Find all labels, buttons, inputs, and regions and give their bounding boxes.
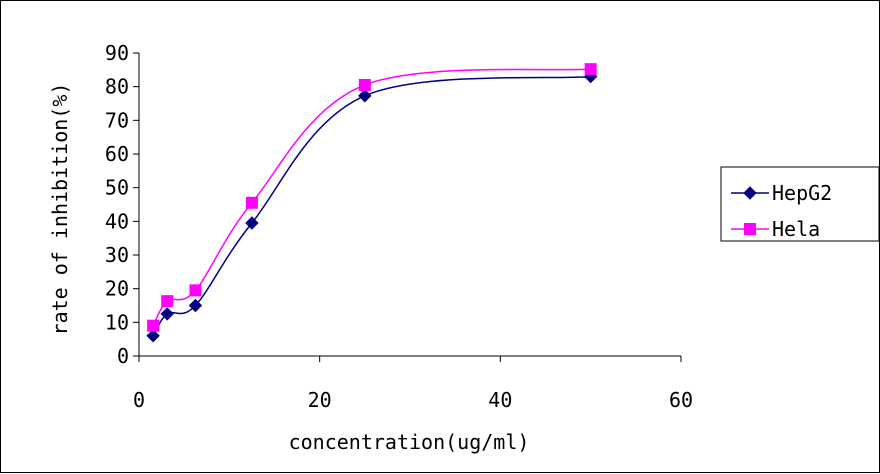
data-point bbox=[148, 320, 159, 331]
series-layer bbox=[147, 64, 597, 342]
axes bbox=[139, 53, 681, 356]
y-tick-label: 70 bbox=[105, 108, 129, 132]
legend-marker bbox=[745, 224, 756, 235]
x-tick-label: 60 bbox=[669, 388, 693, 412]
x-tick-label: 0 bbox=[133, 388, 145, 412]
y-tick-label: 80 bbox=[105, 75, 129, 99]
series-line bbox=[153, 77, 591, 336]
data-point bbox=[162, 296, 173, 307]
y-tick-label: 90 bbox=[105, 41, 129, 65]
data-point bbox=[359, 90, 371, 102]
y-tick-label: 10 bbox=[105, 310, 129, 334]
y-ticks: 0 10 20 30 40 50 60 70 80 90 bbox=[105, 41, 139, 368]
legend-label: HepG2 bbox=[772, 181, 832, 205]
x-tick-label: 20 bbox=[308, 388, 332, 412]
data-point bbox=[246, 197, 257, 208]
data-point bbox=[359, 79, 370, 90]
series-hela bbox=[148, 64, 597, 332]
x-tick-label: 40 bbox=[488, 388, 512, 412]
data-point bbox=[190, 285, 201, 296]
y-tick-label: 0 bbox=[117, 344, 129, 368]
x-axis-label: concentration(ug/ml) bbox=[289, 430, 530, 454]
y-tick-label: 20 bbox=[105, 277, 129, 301]
series-line bbox=[153, 69, 591, 326]
legend: HepG2 Hela bbox=[721, 167, 879, 241]
data-point bbox=[585, 64, 596, 75]
y-tick-label: 40 bbox=[105, 209, 129, 233]
y-tick-label: 50 bbox=[105, 176, 129, 200]
legend-label: Hela bbox=[772, 217, 820, 241]
x-ticks: 0 20 40 60 bbox=[133, 356, 693, 412]
y-tick-label: 30 bbox=[105, 243, 129, 267]
y-axis-label: rate of inhibition(%) bbox=[48, 83, 72, 336]
y-tick-label: 60 bbox=[105, 142, 129, 166]
series-hepg2 bbox=[147, 71, 597, 342]
